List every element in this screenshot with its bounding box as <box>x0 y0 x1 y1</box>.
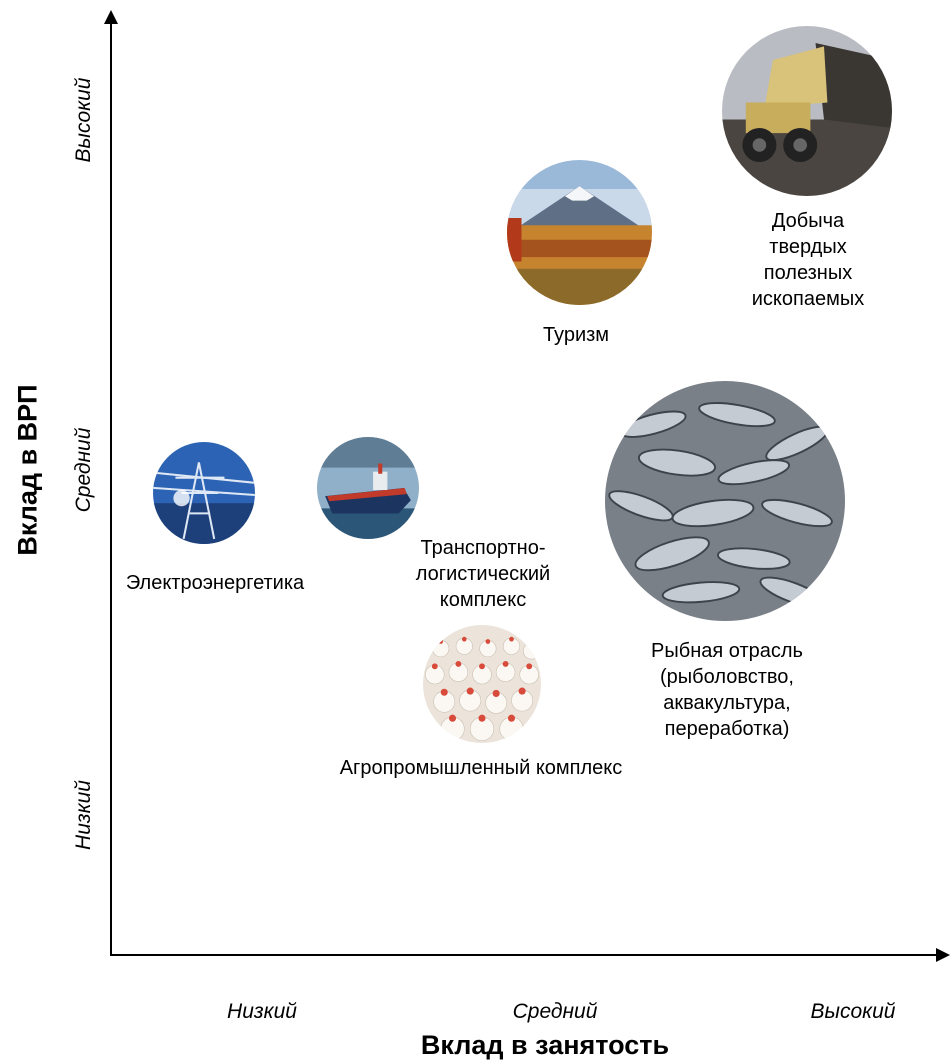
x-tick-low: Низкий <box>227 1000 297 1023</box>
mining-truck-icon <box>722 26 892 196</box>
volcano-landscape-icon <box>507 160 652 305</box>
sector-label-tourism: Туризм <box>542 324 610 346</box>
x-tick-high: Высокий <box>810 1000 896 1023</box>
x-axis-arrow <box>936 948 950 962</box>
y-axis-arrow <box>104 10 118 24</box>
sector-label-power: Электроэнергетика <box>125 572 305 594</box>
sector-label-agro: Агропромышленный комплекс <box>339 757 623 779</box>
y-tick-mid: Средний <box>72 427 95 513</box>
y-axis-title: Вклад в ВРП <box>12 384 43 556</box>
sector-label-transport: Транспортно- логистический комплекс <box>415 537 551 611</box>
y-tick-high: Высокий <box>72 77 95 163</box>
x-axis-title: Вклад в занятость <box>420 1030 670 1060</box>
power-line-icon <box>153 442 255 544</box>
y-tick-low: Низкий <box>72 780 95 850</box>
sector-label-mining: Добыча твердых полезных ископаемых <box>751 210 865 310</box>
poultry-farm-icon <box>423 625 541 743</box>
fish-catch-icon <box>605 381 845 621</box>
sector-label-fish: Рыбная отрасль (рыболовство, аквакультур… <box>651 640 803 740</box>
cargo-ship-icon <box>317 437 419 539</box>
x-tick-mid: Средний <box>512 1000 598 1023</box>
